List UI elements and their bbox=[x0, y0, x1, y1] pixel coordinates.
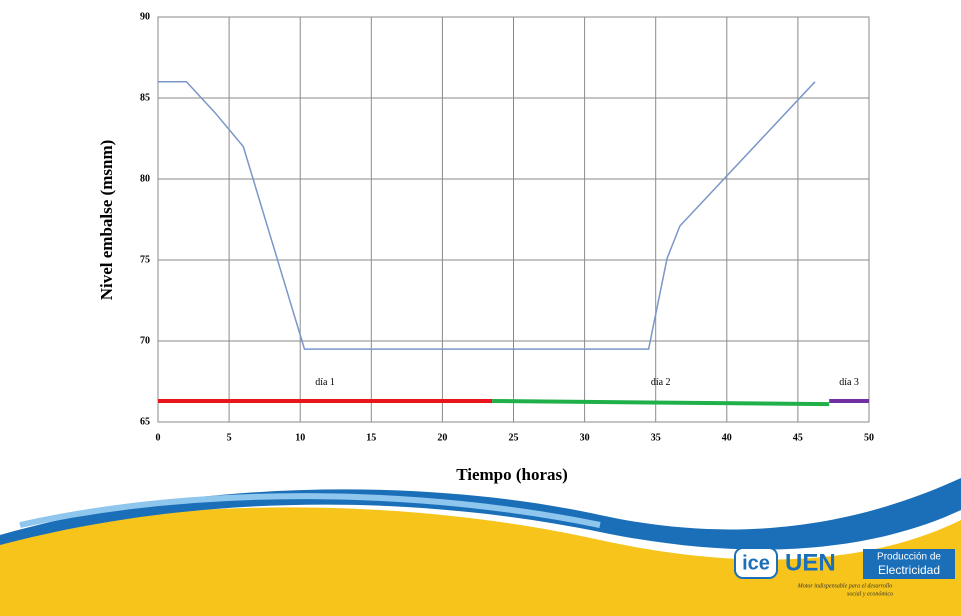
y-axis-label: Nivel embalse (msnm) bbox=[97, 140, 116, 301]
logo-box bbox=[863, 549, 955, 579]
light-wave bbox=[19, 493, 601, 528]
x-tick-label: 10 bbox=[295, 432, 305, 443]
logo-badge bbox=[734, 547, 778, 579]
y-tick-label: 90 bbox=[140, 11, 150, 22]
x-tick-label: 30 bbox=[580, 432, 590, 443]
x-tick-label: 5 bbox=[227, 432, 232, 443]
x-tick-label: 45 bbox=[793, 432, 803, 443]
x-tick-label: 35 bbox=[651, 432, 661, 443]
y-tick-label: 75 bbox=[140, 254, 150, 265]
logo-line2: Electricidad bbox=[878, 563, 940, 577]
segment-label: día 1 bbox=[315, 377, 335, 388]
x-tick-label: 50 bbox=[864, 432, 874, 443]
y-tick-label: 70 bbox=[140, 335, 150, 346]
x-tick-label: 40 bbox=[722, 432, 732, 443]
logo-unit: UEN bbox=[785, 549, 836, 576]
logo-brand: ice bbox=[742, 552, 770, 574]
logo-line1: Producción de bbox=[877, 552, 941, 563]
x-tick-label: 0 bbox=[156, 432, 161, 443]
x-tick-label: 20 bbox=[437, 432, 447, 443]
logo-tagline: social y económico bbox=[847, 591, 893, 597]
y-tick-label: 80 bbox=[140, 173, 150, 184]
x-axis-label: Tiempo (horas) bbox=[456, 465, 568, 484]
logo-tagline: Motor indispensable para el desarrollo bbox=[797, 583, 892, 589]
y-tick-label: 65 bbox=[140, 416, 150, 427]
yellow-wave bbox=[0, 507, 961, 616]
series-line bbox=[158, 81, 816, 350]
x-tick-label: 15 bbox=[366, 432, 376, 443]
plot-frame bbox=[157, 16, 870, 423]
x-tick-label: 25 bbox=[509, 432, 519, 443]
segment-label: día 3 bbox=[839, 377, 859, 388]
logo: ice UEN Producción de Electricidad Motor… bbox=[734, 547, 955, 597]
segment-label: día 2 bbox=[651, 377, 671, 388]
series-line bbox=[492, 398, 830, 407]
y-tick-label: 85 bbox=[140, 92, 150, 103]
